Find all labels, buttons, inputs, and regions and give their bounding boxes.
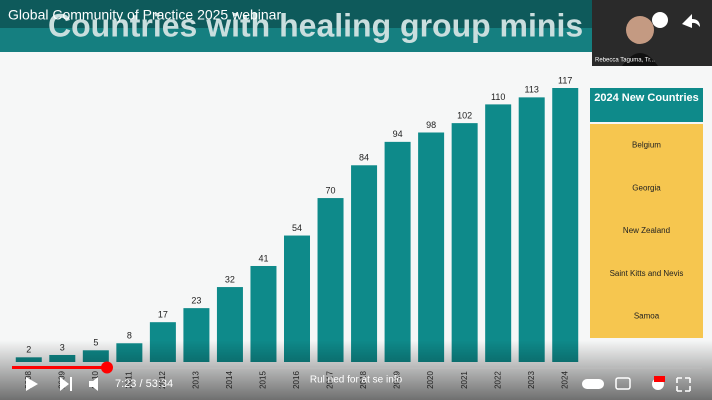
panel-heading-bg bbox=[590, 88, 703, 122]
time-display: 7:23 / 53:34 bbox=[115, 378, 173, 390]
panel-heading-box: 2024 New Countries bbox=[594, 92, 699, 104]
bar-label: 102 bbox=[457, 111, 472, 121]
panel-item: Samoa bbox=[634, 312, 660, 321]
play-button[interactable] bbox=[26, 377, 38, 391]
panel-item: Saint Kitts and Nevis bbox=[610, 269, 684, 278]
bar-label: 98 bbox=[426, 120, 436, 130]
bar-label: 110 bbox=[491, 92, 505, 102]
hd-badge bbox=[654, 376, 665, 382]
next-button[interactable] bbox=[60, 377, 72, 391]
autoplay-toggle[interactable] bbox=[582, 379, 604, 389]
bar bbox=[552, 88, 579, 362]
video-title[interactable]: Global Community of Practice 2025 webina… bbox=[8, 7, 281, 23]
bar-label: 17 bbox=[158, 310, 168, 320]
presenter-body bbox=[622, 53, 658, 66]
scroll-hint[interactable]: Rul ned for at se info bbox=[310, 375, 403, 386]
presenter-face bbox=[626, 16, 654, 44]
bar-label: 23 bbox=[191, 296, 201, 306]
progress-track[interactable] bbox=[12, 366, 702, 369]
panel-bg bbox=[590, 124, 703, 338]
bar-label: 41 bbox=[258, 253, 268, 263]
progress-played bbox=[12, 366, 107, 369]
watch-later-icon[interactable] bbox=[652, 12, 668, 28]
slide-title: Countries with healing group minis bbox=[48, 7, 583, 43]
fullscreen-button[interactable] bbox=[676, 377, 691, 392]
panel-item: Belgium bbox=[632, 141, 661, 150]
panel-item: New Zealand bbox=[623, 226, 670, 235]
bar-label: 84 bbox=[359, 153, 369, 163]
bar-label: 70 bbox=[326, 185, 336, 195]
bar-label: 113 bbox=[525, 85, 539, 95]
controls-shade bbox=[0, 340, 712, 400]
progress-handle[interactable] bbox=[101, 361, 113, 374]
subtitles-button[interactable] bbox=[615, 377, 631, 390]
bar bbox=[451, 123, 478, 362]
bar-label: 117 bbox=[558, 75, 572, 85]
bar-label: 8 bbox=[127, 331, 132, 341]
panel-heading: 2024 New Countries bbox=[594, 92, 699, 104]
bar bbox=[317, 198, 344, 362]
bar bbox=[418, 132, 445, 362]
bar bbox=[384, 141, 411, 362]
presenter-name: Rebecca Taguma, Tr... bbox=[595, 58, 655, 64]
bar bbox=[485, 104, 512, 363]
bar-label: 32 bbox=[225, 274, 235, 284]
share-icon[interactable] bbox=[682, 14, 700, 28]
bar bbox=[518, 97, 545, 362]
bar-label: 54 bbox=[292, 223, 302, 233]
volume-button[interactable] bbox=[89, 377, 98, 391]
bar bbox=[351, 165, 378, 362]
panel-item: Georgia bbox=[632, 183, 661, 192]
bar-label: 94 bbox=[393, 129, 403, 139]
